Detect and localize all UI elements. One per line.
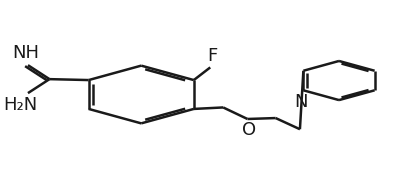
Text: H₂N: H₂N	[3, 96, 37, 115]
Text: O: O	[241, 121, 256, 139]
Text: N: N	[295, 93, 308, 111]
Text: NH: NH	[13, 44, 40, 62]
Text: F: F	[207, 47, 217, 65]
